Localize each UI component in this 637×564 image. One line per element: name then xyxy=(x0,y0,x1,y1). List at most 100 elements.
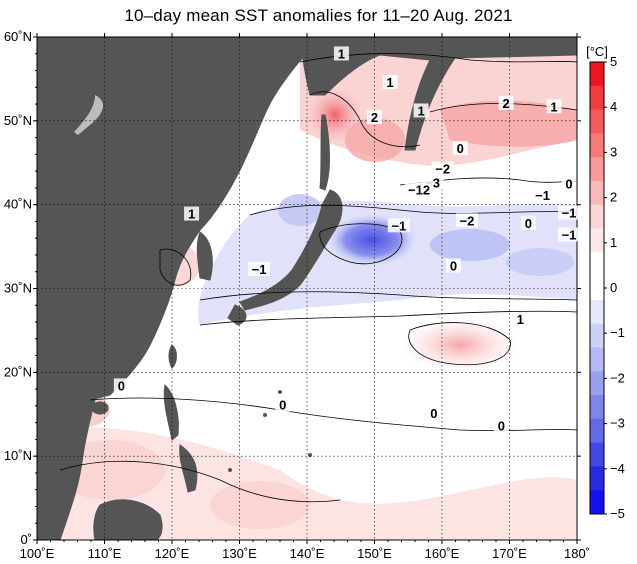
contour-label: 0 xyxy=(430,406,437,421)
axis-ticks: 60˚N 50˚N 40˚N 30˚N 20˚N 10˚N 0˚100˚E 110˚E 120˚… xyxy=(4,29,590,561)
contour-label-bg xyxy=(561,176,577,191)
lat-tick-label: 10˚N xyxy=(4,448,32,463)
contour-label: −1 xyxy=(562,206,577,221)
contour-label-bg xyxy=(382,74,398,89)
contour-label-bg xyxy=(546,99,562,114)
contour-label-bg xyxy=(493,418,509,433)
contour-label-bg xyxy=(387,218,410,233)
map-title: 10–day mean SST anomalies for 11–20 Aug.… xyxy=(124,6,513,25)
colorbar-swatch xyxy=(590,109,604,134)
lat-tick-label: 20˚N xyxy=(4,364,32,379)
contour-label-bg xyxy=(426,406,442,421)
map-plot-area xyxy=(37,37,577,540)
colorbar-swatch xyxy=(590,418,604,444)
lon-tick-label: 130˚E xyxy=(222,546,257,561)
lat-tick-label: 0˚ xyxy=(20,532,32,547)
lon-tick-label: 140˚E xyxy=(290,546,325,561)
colorbar-label: 5 xyxy=(610,54,617,69)
contour-label-bg xyxy=(452,141,468,156)
land xyxy=(37,37,577,540)
contour-label-bg xyxy=(455,213,478,228)
contour-label-bg xyxy=(248,261,271,276)
contour-label: 1 xyxy=(338,46,345,61)
lat-tick-label: 60˚N xyxy=(4,29,32,44)
colorbar-swatch xyxy=(590,204,604,230)
lon-tick-label: 170˚E xyxy=(492,546,527,561)
colorbar-label: −2 xyxy=(610,370,625,385)
contour-label-bg xyxy=(558,227,580,242)
contour-label: −2 xyxy=(435,161,450,176)
contour-label: 2 xyxy=(503,96,510,111)
lon-tick-label: 110˚E xyxy=(88,546,122,561)
lon-tick-label: 150˚E xyxy=(357,546,392,561)
contour-label: 0 xyxy=(457,141,464,156)
contour-label-bg xyxy=(512,312,528,327)
contour-label: −1 xyxy=(252,262,267,277)
colorbar-swatch xyxy=(590,85,604,111)
contour-label-bg xyxy=(275,397,291,412)
contour-label-bg xyxy=(184,206,200,221)
contour-label: 1 xyxy=(517,312,524,327)
lon-tick-label: 120˚E xyxy=(155,546,190,561)
colorbar-swatch xyxy=(590,371,604,396)
contour-label: −1 xyxy=(562,228,577,243)
lon-tick-label: 180˚ xyxy=(564,546,590,561)
contour-label: 1 xyxy=(386,75,393,90)
contour-label-bg xyxy=(413,103,429,118)
colorbar-label: 2 xyxy=(610,190,617,205)
colorbar-swatch xyxy=(590,157,604,182)
colorbar: [°C]5 4 3 2 1 0 −1 −2 −3 −4 −5 xyxy=(586,44,625,521)
colorbar-label: −1 xyxy=(610,325,625,340)
contour-label-bg xyxy=(431,161,454,176)
contour-label-bg xyxy=(531,188,554,203)
contour-label-bg xyxy=(404,182,434,197)
colorbar-label: −4 xyxy=(610,461,625,476)
contour-label: 0 xyxy=(525,216,532,231)
contour-label: 0 xyxy=(279,398,286,413)
contour-label: 0 xyxy=(118,378,125,393)
colorbar-label: −5 xyxy=(610,506,625,521)
contour-label: 0 xyxy=(565,176,572,191)
colorbar-swatch xyxy=(590,395,604,420)
colorbar-swatch xyxy=(590,133,604,158)
colorbar-swatch xyxy=(590,490,604,515)
contour-label-bg xyxy=(558,205,580,220)
colorbar-swatch xyxy=(590,442,604,467)
colorbar-swatch xyxy=(590,299,604,325)
contour-label-bg xyxy=(367,110,382,125)
contour-label: −2 xyxy=(460,213,475,228)
contour-label-bg xyxy=(113,378,129,393)
contour-label-bg xyxy=(498,95,514,110)
colorbar-swatch xyxy=(590,276,604,301)
contour-label: 1 xyxy=(417,103,424,118)
contour-label: 1 xyxy=(188,207,195,222)
colorbar-swatch xyxy=(590,180,604,206)
lat-tick-label: 40˚N xyxy=(4,197,32,212)
contour-label: 1 xyxy=(550,99,557,114)
contour-label: 2 xyxy=(371,110,378,125)
lon-tick-label: 160˚E xyxy=(425,546,460,561)
colorbar-swatch xyxy=(590,62,604,87)
colorbar-unit: [°C] xyxy=(586,44,608,59)
lat-tick-label: 50˚N xyxy=(4,113,32,128)
contour-label: 0 xyxy=(498,419,505,434)
colorbar-swatch xyxy=(590,252,604,277)
colorbar-swatch xyxy=(590,347,604,372)
colorbar-swatch xyxy=(590,466,604,491)
contour-label: −1 xyxy=(391,218,406,233)
contour-label: 0 xyxy=(450,259,457,274)
colorbar-label: −3 xyxy=(610,416,625,431)
colorbar-label: 1 xyxy=(610,235,617,250)
lake-baikal xyxy=(74,95,104,135)
lat-tick-label: 30˚N xyxy=(4,281,32,296)
contour-label: −1 xyxy=(535,188,550,203)
contour-label: −12 xyxy=(408,182,430,197)
colorbar-swatch xyxy=(590,323,604,348)
colorbar-label: 0 xyxy=(610,280,617,295)
colorbar-label: 4 xyxy=(610,99,617,114)
colorbar-swatch xyxy=(590,228,604,253)
contour-label-bg xyxy=(333,46,349,61)
contour-label-bg xyxy=(520,215,536,230)
